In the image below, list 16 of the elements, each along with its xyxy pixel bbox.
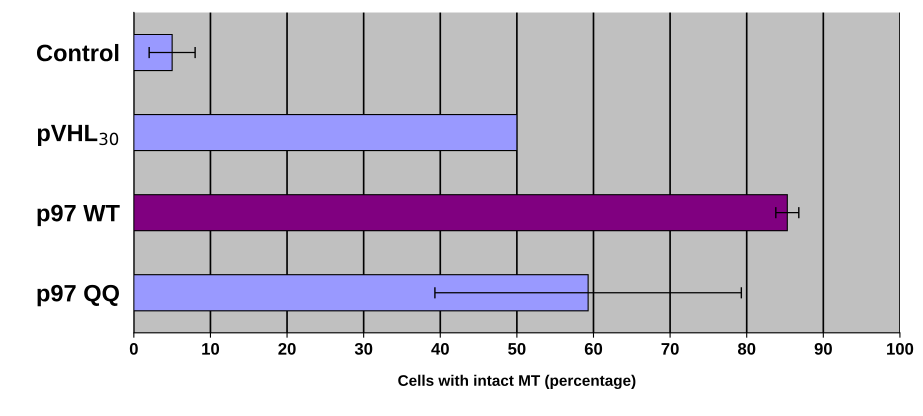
x-tick-label: 70 bbox=[662, 342, 679, 355]
x-tick-label: 100 bbox=[887, 342, 914, 355]
y-tick-label: Control bbox=[36, 44, 118, 62]
x-tick-label: 80 bbox=[738, 342, 756, 355]
y-tick-label: p97 WT bbox=[38, 204, 120, 226]
x-tick-label: 50 bbox=[508, 342, 526, 355]
x-tick-label: 20 bbox=[278, 342, 296, 355]
x-tick-label: 60 bbox=[584, 342, 602, 355]
x-axis-title: Cells with intact MT (percentage) bbox=[398, 374, 636, 390]
y-tick-label: p97 QQ bbox=[38, 284, 119, 306]
x-tick-label: 10 bbox=[202, 342, 220, 355]
y-tick-label: pVHL$_{30}$ bbox=[38, 124, 118, 146]
x-tick-label: 40 bbox=[431, 342, 449, 355]
x-tick-label: 90 bbox=[814, 342, 832, 355]
x-tick-label: 0 bbox=[130, 342, 138, 355]
x-tick-label: 30 bbox=[354, 342, 372, 355]
